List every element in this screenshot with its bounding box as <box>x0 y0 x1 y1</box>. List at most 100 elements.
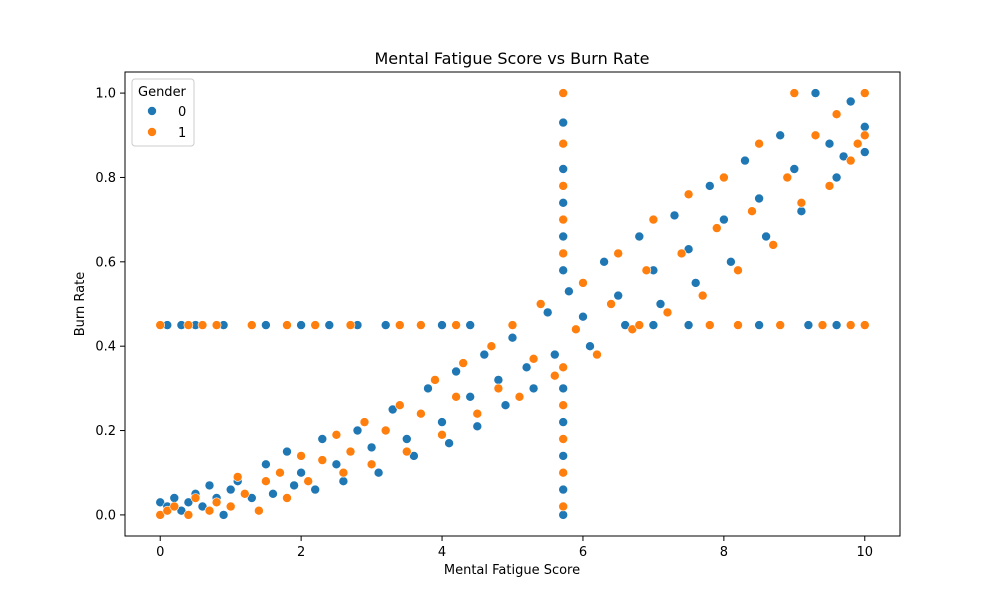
data-point-gender-0 <box>317 434 328 444</box>
data-point-gender-1 <box>366 459 377 470</box>
data-point-gender-1 <box>606 299 616 309</box>
data-point-gender-0 <box>268 488 278 499</box>
data-point-gender-0 <box>324 320 335 330</box>
data-point-gender-0 <box>754 193 764 204</box>
data-point-gender-1 <box>183 510 194 520</box>
data-point-gender-0 <box>261 459 271 470</box>
data-point-gender-1 <box>232 472 243 482</box>
data-point-gender-1 <box>733 265 743 276</box>
data-point-gender-1 <box>571 324 581 335</box>
data-point-gender-0 <box>859 122 870 132</box>
data-point-gender-1 <box>549 370 560 381</box>
data-point-gender-0 <box>558 484 569 495</box>
data-point-gender-0 <box>528 383 539 394</box>
data-point-gender-0 <box>437 320 447 330</box>
data-point-gender-1 <box>627 324 638 335</box>
data-point-gender-1 <box>240 488 250 499</box>
data-point-gender-0 <box>824 138 835 149</box>
data-point-gender-0 <box>401 434 412 444</box>
y-tick-label: 0.4 <box>95 340 116 355</box>
data-point-gender-1 <box>359 417 370 427</box>
data-point-gender-0 <box>683 244 694 254</box>
data-point-gender-0 <box>183 497 194 508</box>
data-point-gender-0 <box>634 231 645 242</box>
data-point-gender-0 <box>451 366 461 377</box>
data-point-gender-1 <box>558 362 569 373</box>
legend-entry-0: 0 <box>178 105 186 120</box>
data-point-gender-1 <box>345 320 356 330</box>
data-point-gender-1 <box>852 138 863 149</box>
data-point-gender-1 <box>401 446 412 457</box>
x-tick-label: 2 <box>297 545 305 560</box>
data-point-gender-0 <box>558 451 569 461</box>
data-point-gender-1 <box>697 290 708 301</box>
data-point-gender-0 <box>564 286 574 297</box>
data-point-gender-1 <box>211 320 222 330</box>
data-point-gender-1 <box>486 341 497 352</box>
data-point-gender-0 <box>542 307 553 318</box>
data-point-gender-1 <box>472 408 483 419</box>
data-point-gender-1 <box>859 320 870 330</box>
data-point-gender-0 <box>796 206 807 216</box>
data-point-gender-1 <box>247 320 257 330</box>
y-tick-label: 0.8 <box>95 171 116 186</box>
data-point-gender-0 <box>558 265 569 276</box>
data-point-gender-0 <box>558 383 569 394</box>
data-point-gender-1 <box>310 320 321 330</box>
data-point-gender-0 <box>719 214 729 225</box>
data-point-gender-0 <box>247 493 257 503</box>
data-point-gender-0 <box>620 320 631 330</box>
data-point-gender-1 <box>558 467 569 478</box>
data-point-gender-1 <box>733 320 743 330</box>
data-point-gender-1 <box>458 358 469 368</box>
x-tick-label: 4 <box>438 545 446 560</box>
data-point-gender-1 <box>169 501 180 512</box>
data-point-gender-0 <box>599 256 609 267</box>
data-point-gender-0 <box>859 147 870 157</box>
legend-marker-1 <box>147 127 157 137</box>
data-point-gender-0 <box>775 130 786 141</box>
data-point-gender-0 <box>704 181 715 191</box>
data-point-gender-1 <box>254 505 264 516</box>
data-point-gender-1 <box>416 320 426 330</box>
data-point-gender-1 <box>416 408 426 419</box>
data-point-gender-1 <box>558 214 569 225</box>
data-point-gender-0 <box>669 210 680 221</box>
data-point-gender-0 <box>845 96 856 107</box>
data-point-gender-0 <box>472 421 483 432</box>
data-point-gender-1 <box>331 429 342 440</box>
legend: Gender 0 1 <box>131 78 195 147</box>
y-axis-label: Burn Rate <box>73 272 88 336</box>
data-point-gender-1 <box>810 130 821 141</box>
data-point-gender-1 <box>380 425 391 436</box>
data-point-gender-1 <box>183 320 194 330</box>
data-point-gender-0 <box>558 510 569 520</box>
data-point-gender-1 <box>648 214 659 225</box>
data-point-gender-1 <box>859 130 870 141</box>
data-point-gender-0 <box>204 480 215 491</box>
data-point-gender-0 <box>197 501 208 512</box>
data-point-gender-1 <box>704 320 715 330</box>
data-point-gender-0 <box>838 151 849 162</box>
data-point-gender-1 <box>317 455 328 465</box>
data-point-gender-1 <box>578 278 588 288</box>
data-point-gender-0 <box>310 484 321 495</box>
data-point-gender-0 <box>296 320 306 330</box>
data-point-gender-0 <box>493 375 504 385</box>
data-point-gender-1 <box>789 88 800 98</box>
data-point-gender-0 <box>176 505 187 516</box>
data-point-gender-0 <box>831 320 842 330</box>
data-point-gender-1 <box>592 349 602 360</box>
y-tick-label: 0.6 <box>95 255 116 270</box>
data-point-gender-1 <box>225 501 236 512</box>
data-point-gender-1 <box>514 391 525 402</box>
x-tick-label: 8 <box>720 545 728 560</box>
data-point-gender-1 <box>430 375 440 385</box>
data-point-gender-0 <box>740 155 750 166</box>
x-tick-label: 10 <box>856 545 873 560</box>
data-point-gender-1 <box>451 320 461 330</box>
data-point-gender-1 <box>296 451 306 461</box>
data-point-gender-1 <box>817 320 828 330</box>
data-point-gender-0 <box>437 417 447 427</box>
data-point-gender-1 <box>634 320 645 330</box>
